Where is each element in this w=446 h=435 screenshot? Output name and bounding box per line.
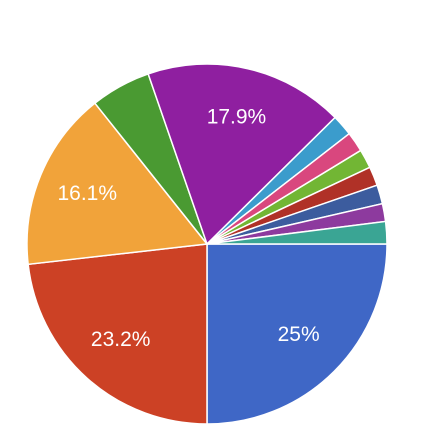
pie-slice — [147, 63, 337, 246]
pie-slice — [26, 102, 209, 266]
slice-label: 17.9% — [207, 105, 267, 128]
slice-label: 25% — [278, 323, 320, 346]
pie-slice — [206, 220, 388, 245]
slice-label: 16.1% — [57, 182, 117, 205]
slice-label: 23.2% — [91, 328, 151, 351]
pie-slice — [27, 243, 208, 425]
pie-slice — [206, 243, 388, 425]
